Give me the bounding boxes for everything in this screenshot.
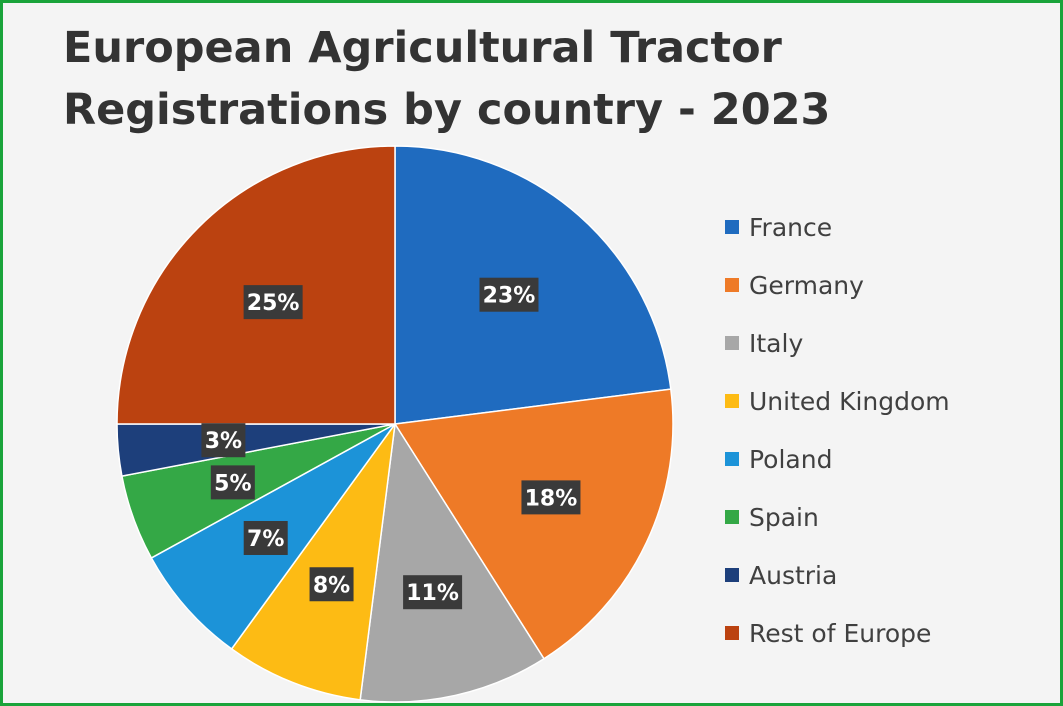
- legend-label: United Kingdom: [749, 386, 950, 416]
- legend-swatch: [725, 336, 739, 350]
- legend-item-united-kingdom: United Kingdom: [725, 372, 950, 430]
- data-label-text: 11%: [406, 581, 459, 606]
- legend-swatch: [725, 394, 739, 408]
- chart-title: European Agricultural Tractor Registrati…: [63, 17, 831, 141]
- legend-item-rest-of-europe: Rest of Europe: [725, 604, 950, 662]
- data-label-box: [243, 285, 303, 320]
- pie-slice-germany: [393, 388, 674, 660]
- legend-swatch: [725, 278, 739, 292]
- legend-item-germany: Germany: [725, 256, 950, 314]
- data-label-box: [201, 423, 246, 458]
- legend-label: Austria: [749, 560, 838, 590]
- data-label-text: 25%: [247, 291, 300, 316]
- data-label-text: 8%: [313, 573, 350, 598]
- legend-label: France: [749, 212, 833, 242]
- legend-swatch: [725, 568, 739, 582]
- data-label-austria: 3%: [201, 423, 246, 458]
- legend-label: Poland: [749, 444, 833, 474]
- legend-item-italy: Italy: [725, 314, 950, 372]
- data-label-box: [243, 520, 288, 555]
- data-label-france: 23%: [479, 277, 539, 312]
- data-label-text: 5%: [214, 471, 251, 496]
- data-label-italy: 11%: [403, 575, 463, 610]
- legend-label: Spain: [749, 502, 819, 532]
- data-label-box: [210, 465, 255, 500]
- data-label-rest-of-europe: 25%: [243, 285, 303, 320]
- data-label-text: 3%: [205, 429, 242, 454]
- legend-item-austria: Austria: [725, 546, 950, 604]
- legend-swatch: [725, 510, 739, 524]
- pie-slice-rest-of-europe: [116, 145, 396, 425]
- chart-title-line-1: European Agricultural Tractor: [63, 23, 782, 73]
- data-label-poland: 7%: [243, 520, 288, 555]
- legend-swatch: [725, 220, 739, 234]
- legend-item-poland: Poland: [725, 430, 950, 488]
- legend-label: Germany: [749, 270, 864, 300]
- data-label-box: [403, 575, 463, 610]
- legend-item-france: France: [725, 198, 950, 256]
- data-label-united-kingdom: 8%: [309, 567, 354, 602]
- data-label-germany: 18%: [521, 480, 581, 515]
- legend-swatch: [725, 626, 739, 640]
- legend-item-spain: Spain: [725, 488, 950, 546]
- chart-title-line-2: Registrations by country - 2023: [63, 85, 831, 135]
- data-label-box: [309, 567, 354, 602]
- data-label-spain: 5%: [210, 465, 255, 500]
- data-label-text: 23%: [483, 284, 536, 309]
- data-label-box: [521, 480, 581, 515]
- data-label-text: 7%: [247, 527, 284, 552]
- data-label-box: [479, 277, 539, 312]
- legend-label: Rest of Europe: [749, 618, 932, 648]
- legend: France Germany Italy United Kingdom Poland Sp…: [725, 198, 950, 662]
- legend-label: Italy: [749, 328, 804, 358]
- data-label-text: 18%: [525, 486, 578, 511]
- pie-chart: 23% 18% 11% 8% 7% 5% 3% 25%: [116, 145, 674, 703]
- legend-swatch: [725, 452, 739, 466]
- pie-slice-italy: [359, 421, 545, 703]
- pie-slice-united-kingdom: [230, 423, 396, 701]
